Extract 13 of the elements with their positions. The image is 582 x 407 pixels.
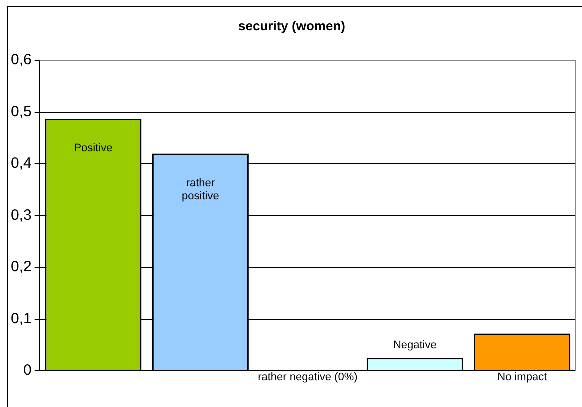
y-tick-label: 0,2 bbox=[10, 258, 32, 276]
y-tick-label: 0,3 bbox=[10, 206, 32, 224]
x-tick-label: rather positive bbox=[182, 177, 220, 202]
y-tick-label: 0,6 bbox=[10, 52, 32, 69]
y-tick-label: 0,5 bbox=[10, 103, 32, 120]
y-tick-label: 0 bbox=[24, 362, 32, 380]
x-tick-label: Negative bbox=[393, 340, 437, 352]
y-tick-label: 0,1 bbox=[10, 310, 32, 328]
chart-title: security (women) bbox=[238, 18, 346, 34]
x-tick-label: No impact bbox=[498, 372, 548, 384]
y-tick-label: 0,4 bbox=[10, 155, 32, 172]
x-tick-label: rather negative (0%) bbox=[258, 372, 358, 384]
x-tick-label: Positive bbox=[74, 142, 113, 155]
